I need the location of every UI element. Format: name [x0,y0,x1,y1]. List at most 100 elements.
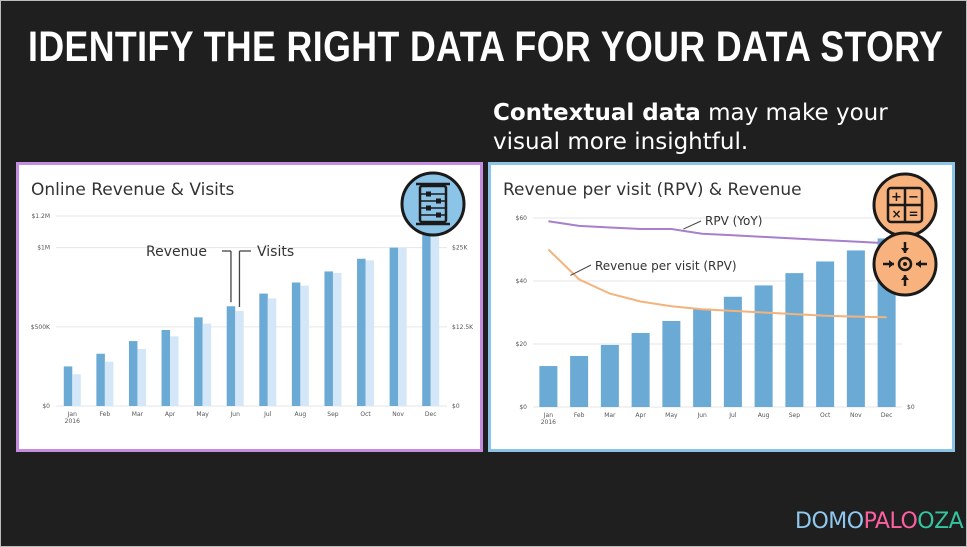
logo-part-3: OZA [917,509,964,534]
abacus-icon-circle [400,171,466,237]
bar-revenue [291,282,301,406]
bar-visits [267,298,277,406]
x-tick-label: Oct [360,411,371,418]
y-left-tick-label: $20 [516,341,528,348]
bar-revenue [226,306,236,406]
abacus-icon [400,171,466,237]
x-tick-label: Nov [850,412,862,419]
y-left-tick-label: $1.2M [31,213,50,220]
bar-revenue [631,332,650,407]
bar-revenue [539,366,558,407]
target-icon-arrow-head [901,248,909,253]
bar-revenue [389,247,399,406]
x-tick-label: Jul [728,412,737,419]
logo-part-2: PALO [863,509,918,534]
bar-visits [202,323,212,406]
x-tick-label: Sep [789,412,801,419]
bar-visits [332,273,342,406]
annotation-rpv: Revenue per visit (RPV) [595,259,737,273]
bar-visits [300,285,309,406]
abacus-icon-frame [418,184,448,224]
context-note-bold: Contextual data [493,100,701,126]
line-rpv-yoy [548,220,887,245]
bar-revenue [846,250,865,407]
x-tick-label: Apr [165,411,176,418]
x-tick-label: Aug [295,411,307,418]
x-tick-label: Jan 2016 [541,412,556,426]
bar-visits [137,349,146,406]
bar-revenue [754,285,773,407]
bar-revenue [128,341,138,406]
x-tick-label: Jul [263,411,272,418]
x-tick-label: May [196,411,209,418]
bar-revenue [662,321,681,407]
bar-revenue [816,261,835,407]
x-tick-label: May [665,412,678,419]
bar-revenue [422,235,431,406]
target-icon-arrow-head [916,260,921,268]
y-left-tick-label: $0 [42,403,50,410]
x-tick-label: Mar [132,411,144,418]
x-tick-label: Feb [574,412,585,419]
chart-title: Revenue per visit (RPV) & Revenue [503,180,802,200]
bar-visits [72,374,81,406]
abacus-icon-bead [426,205,431,211]
abacus-icon-bead [426,191,431,197]
annotation-leader-rpv-yoy [683,220,702,230]
chart-title: Online Revenue & Visits [31,180,235,200]
annotation-visits: Visits [257,244,294,260]
bar-visits [104,361,114,406]
x-tick-label: Mar [604,412,616,419]
revenue-visits-chart: Online Revenue & Visits $0 $500K $1M $1.2M $0… [31,171,474,425]
annotation-revenue: Revenue [146,244,207,260]
y-right-tick-label: $0 [907,404,915,411]
y-left-tick-label: $1M [37,245,50,252]
rpv-revenue-chart: Revenue per visit (RPV) & Revenue $0 $20 $4… [503,172,938,426]
y-right-tick-label: $12.5K [452,324,474,331]
bar-revenue [96,353,105,406]
calculator-icon-times: × [891,207,901,221]
x-tick-label: Jun [230,411,241,418]
bar-revenue [693,308,712,407]
x-tick-label: Nov [392,411,404,418]
y-right-tick-label: $0 [452,403,460,410]
context-note: Contextual data may make your visual mor… [493,99,933,157]
bar-revenue [570,355,589,407]
bar-revenue [723,296,742,407]
x-tick-label: Jan 2016 [65,411,80,425]
abacus-icon-bead [436,212,441,218]
annotation-rpv-yoy: RPV (YoY) [705,214,762,228]
x-tick-label: Dec [881,412,893,419]
slide-title: IDENTIFY THE RIGHT DATA FOR YOUR DATA ST… [28,23,944,71]
bar-visits [235,311,244,406]
x-tick-label: Feb [100,411,111,418]
bar-revenue [63,366,73,406]
bar-revenue [194,317,203,406]
bar-revenue [259,293,268,406]
bar-revenue [600,344,619,407]
revenue-visits-chart-panel: Online Revenue & Visits $0 $500K $1M $1.2M $0… [16,162,483,452]
bar-revenue [161,330,171,406]
x-tick-label: Oct [820,412,831,419]
x-tick-label: Dec [425,411,437,418]
target-icon [872,231,938,297]
x-tick-label: Sep [327,411,339,418]
x-tick-label: Aug [758,412,770,419]
target-icon-arrow-head [901,275,909,280]
bar-revenue [357,258,366,406]
y-left-tick-label: $60 [516,215,528,222]
calculator-icon-plus: + [891,190,902,205]
target-icon-dot [903,262,907,266]
domopalooza-logo: DOMOPALOOZA [795,509,964,534]
line-rpv [547,248,887,319]
logo-part-1: DOMO [795,509,864,534]
rpv-revenue-chart-panel: Revenue per visit (RPV) & Revenue $0 $20 $4… [488,162,955,452]
x-tick-label: Apr [635,412,646,419]
y-left-tick-label: $0 [519,404,527,411]
abacus-icon-bead [436,198,441,204]
x-tick-label: Jun [696,412,707,419]
bar-revenue [324,271,333,406]
target-icon-ring [897,256,913,272]
target-icon-arrow-head [889,260,894,268]
